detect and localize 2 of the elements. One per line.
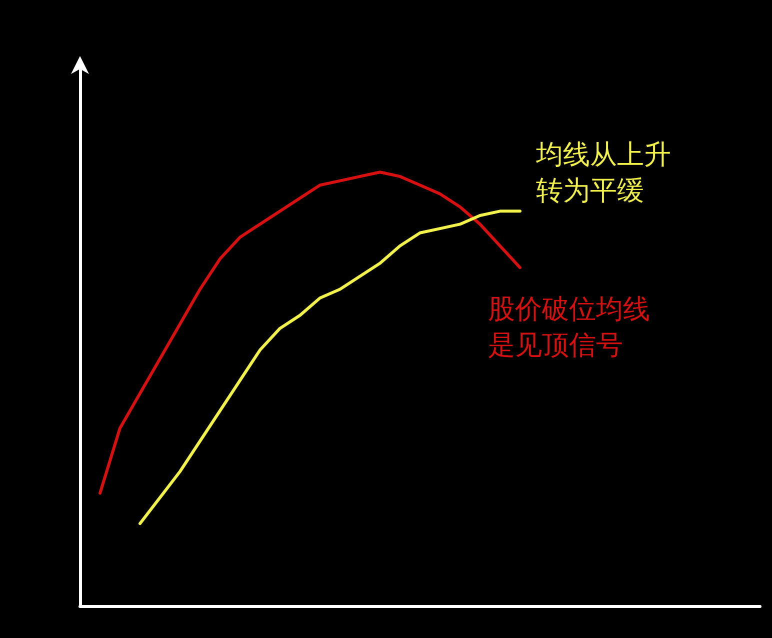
series-label: 股价破位均线是见顶信号 [488,294,650,362]
series-label: 均线从上升转为平缓 [535,140,671,207]
